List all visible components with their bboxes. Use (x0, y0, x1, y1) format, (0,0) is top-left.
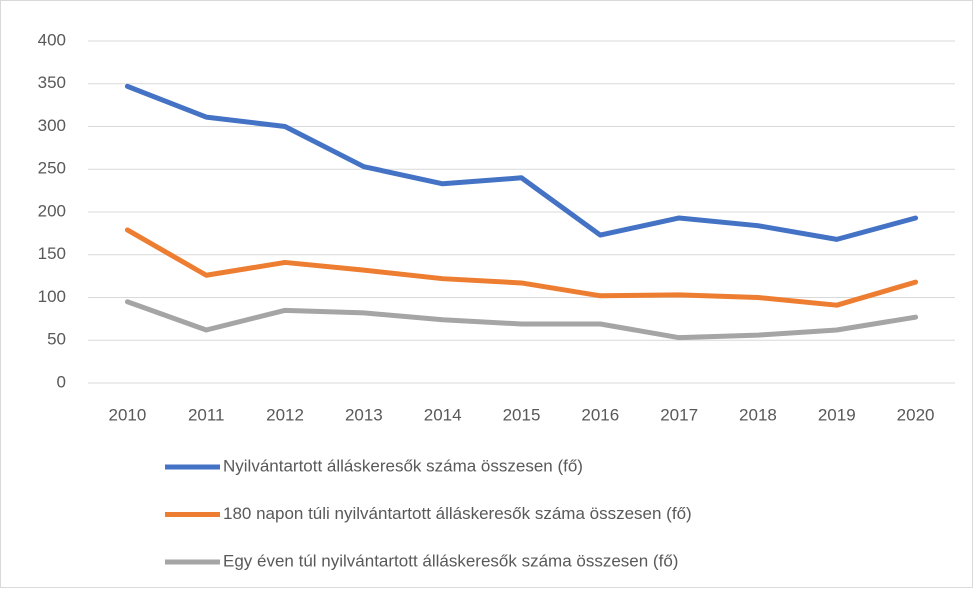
legend-label: Egy éven túl nyilvántartott álláskeresők… (223, 551, 678, 570)
x-tick-label: 2015 (503, 405, 541, 424)
y-tick-label: 50 (47, 330, 66, 349)
y-tick-label: 0 (57, 372, 66, 391)
x-tick-label: 2020 (897, 405, 935, 424)
y-tick-label: 200 (38, 201, 66, 220)
legend-label: Nyilvántartott álláskeresők száma összes… (223, 456, 583, 475)
series-line (124, 299, 919, 341)
x-tick-label: 2011 (188, 405, 225, 424)
x-tick-label: 2013 (345, 405, 383, 424)
legend-label: 180 napon túli nyilvántartott álláskeres… (223, 504, 692, 523)
x-tick-label: 2019 (818, 405, 856, 424)
series-line (124, 83, 919, 242)
x-tick-label: 2018 (739, 405, 777, 424)
x-tick-label: 2016 (581, 405, 619, 424)
x-tick-label: 2010 (108, 405, 146, 424)
y-tick-label: 250 (38, 159, 66, 178)
x-tick-label: 2017 (660, 405, 698, 424)
y-tick-label: 400 (38, 30, 66, 49)
series-line (124, 227, 919, 308)
y-tick-label: 350 (38, 73, 66, 92)
x-tick-label: 2012 (266, 405, 304, 424)
y-tick-label: 150 (38, 244, 66, 263)
x-tick-label: 2014 (424, 405, 462, 424)
y-tick-label: 300 (38, 116, 66, 135)
y-tick-label: 100 (38, 287, 66, 306)
